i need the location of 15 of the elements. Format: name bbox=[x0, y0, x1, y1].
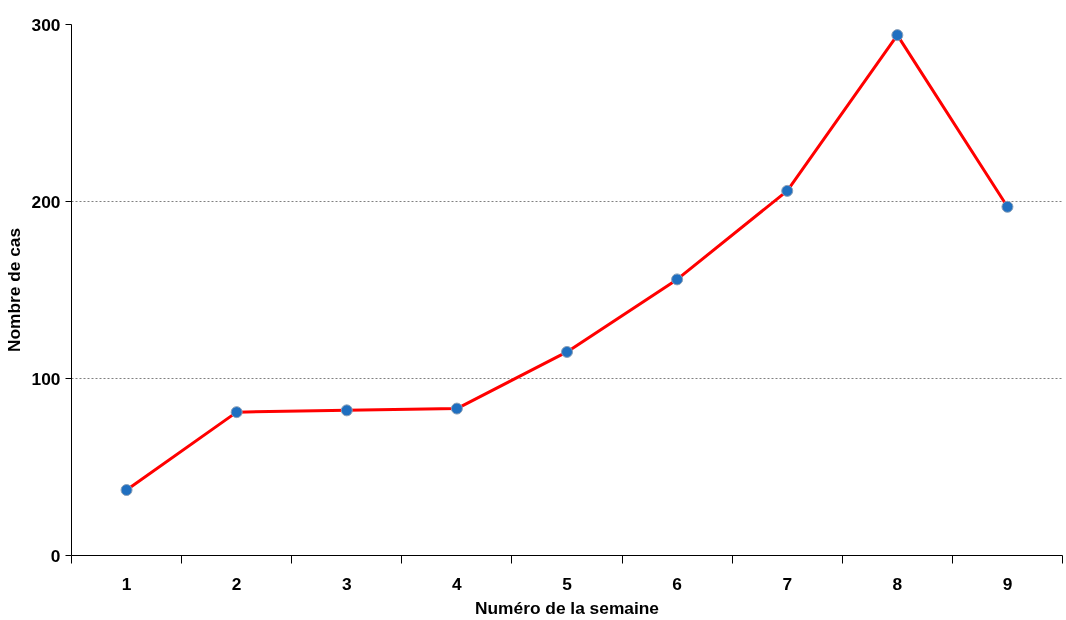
x-tick-label: 5 bbox=[562, 573, 573, 594]
x-tick-label: 7 bbox=[782, 573, 793, 594]
x-tick-label: 1 bbox=[121, 573, 132, 594]
y-tick-label: 0 bbox=[50, 545, 61, 566]
y-tick-label: 200 bbox=[31, 191, 61, 212]
x-tick-label: 9 bbox=[1002, 573, 1013, 594]
x-tick-label: 8 bbox=[892, 573, 903, 594]
x-tick-label: 4 bbox=[452, 573, 463, 594]
x-tick-label: 3 bbox=[341, 573, 352, 594]
y-axis-title: Nombre de cas bbox=[3, 227, 24, 353]
x-tick-label: 6 bbox=[672, 573, 683, 594]
y-tick-label: 100 bbox=[31, 368, 61, 389]
x-tick-label: 2 bbox=[231, 573, 242, 594]
x-axis-title: Numéro de la semaine bbox=[475, 597, 660, 618]
y-tick-label: 300 bbox=[31, 14, 61, 35]
